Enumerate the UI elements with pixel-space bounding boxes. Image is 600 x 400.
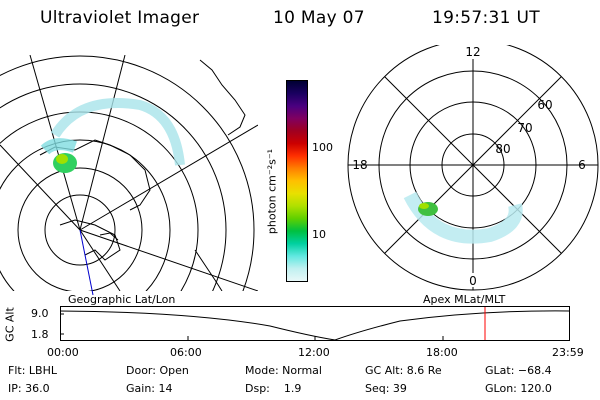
lat-label-70: 70 — [517, 121, 532, 135]
status-mode: Mode: Normal — [245, 364, 322, 377]
altitude-timeline — [60, 306, 571, 341]
colorbar — [286, 80, 308, 282]
status-gain: Gain: 14 — [126, 382, 173, 395]
status-ip: IP: 36.0 — [8, 382, 50, 395]
geographic-caption: Geographic Lat/Lon — [68, 293, 176, 306]
colorbar-tick-10: 10 — [312, 228, 326, 241]
geographic-map — [0, 55, 258, 295]
colorbar-tick-100: 100 — [312, 141, 333, 154]
colorbar-unit-label: photon cm⁻²s⁻¹ — [265, 148, 279, 235]
status-flt: Flt: LBHL — [8, 364, 57, 377]
mlt-label-6: 6 — [578, 158, 586, 172]
timeline-xtick-3: 18:00 — [426, 346, 458, 359]
instrument-title: Ultraviolet Imager — [40, 8, 200, 28]
lat-label-80: 80 — [495, 142, 510, 156]
status-door: Door: Open — [126, 364, 189, 377]
mlt-label-0: 0 — [469, 274, 477, 288]
status-dsp: Dsp: 1.9 — [245, 382, 302, 395]
timeline-ytick-9: 9.0 — [31, 307, 49, 320]
mlt-label-12: 12 — [465, 45, 480, 59]
status-glat: GLat: −68.4 — [485, 364, 552, 377]
apex-caption: Apex MLat/MLT — [423, 293, 506, 306]
magnetic-polar-plot: 12 0 18 6 60 70 80 — [347, 45, 599, 291]
timeline-xtick-1: 06:00 — [170, 346, 202, 359]
mlt-label-18: 18 — [352, 158, 367, 172]
timeline-ytick-1-8: 1.8 — [31, 328, 49, 341]
timeline-xtick-2: 12:00 — [298, 346, 330, 359]
status-gc-alt: GC Alt: 8.6 Re — [365, 364, 442, 377]
date-label: 10 May 07 — [273, 8, 365, 28]
lat-label-60: 60 — [537, 98, 552, 112]
status-seq: Seq: 39 — [365, 382, 407, 395]
timeline-xtick-4: 23:59 — [552, 346, 584, 359]
timeline-xtick-0: 00:00 — [47, 346, 79, 359]
status-glon: GLon: 120.0 — [485, 382, 552, 395]
timeline-y-label: GC Alt — [3, 307, 17, 342]
time-label: 19:57:31 UT — [432, 8, 540, 28]
